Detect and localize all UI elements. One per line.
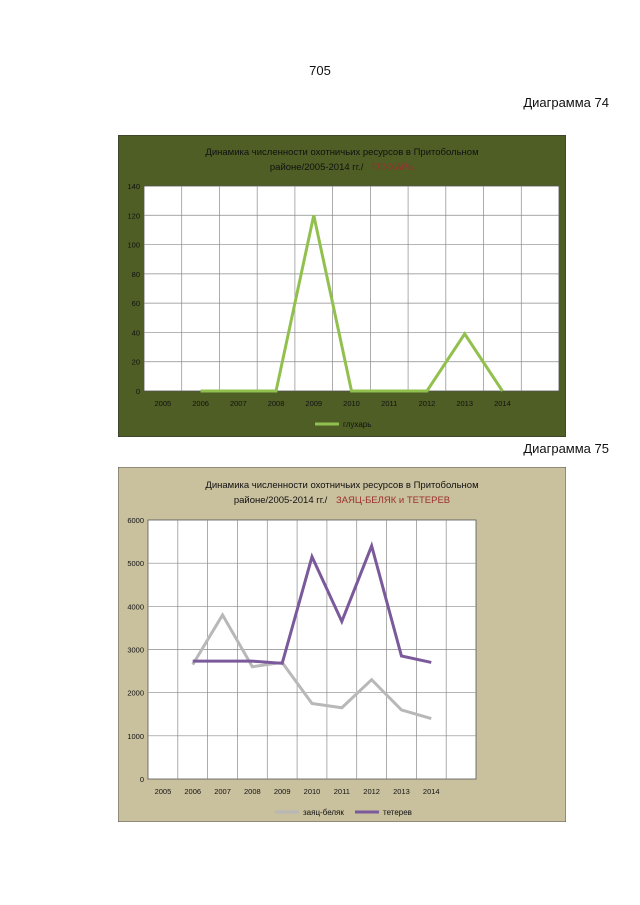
- y-tick-label: 6000: [127, 516, 144, 525]
- y-tick-label: 0: [136, 387, 140, 396]
- x-tick-label: 2014: [423, 787, 440, 796]
- y-tick-label: 4000: [127, 602, 144, 611]
- chart-grid: [148, 520, 476, 779]
- x-tick-label: 2009: [305, 399, 322, 408]
- x-tick-label: 2011: [381, 399, 397, 408]
- x-tick-label: 2012: [363, 787, 380, 796]
- x-tick-label: 2011: [334, 787, 350, 796]
- x-tick-label: 2008: [244, 787, 261, 796]
- grouse-chart: Динамика численности охотничьих ресурсов…: [118, 135, 566, 437]
- y-tick-label: 60: [132, 299, 140, 308]
- x-tick-label: 2013: [456, 399, 473, 408]
- page-number: 705: [309, 63, 331, 78]
- y-tick-label: 2000: [127, 689, 144, 698]
- legend-label-grouse: глухарь: [343, 420, 371, 429]
- chart-title-line2: районе/2005-2014 гг./ ГЛУХАРЬ: [270, 162, 414, 173]
- y-tick-labels: 0 20 40 60 80 100 120 140: [127, 182, 140, 396]
- x-tick-label: 2010: [304, 787, 321, 796]
- data-lines: [200, 214, 504, 393]
- x-tick-label: 2007: [214, 787, 231, 796]
- chart-grid: [144, 186, 559, 391]
- x-tick-label: 2013: [393, 787, 410, 796]
- x-tick-label: 2012: [419, 399, 436, 408]
- y-tick-label: 120: [127, 211, 140, 220]
- x-tick-label: 2007: [230, 399, 247, 408]
- chart-title-line2: районе/2005-2014 гг./ ЗАЯЦ-БЕЛЯК и ТЕТЕР…: [234, 495, 450, 506]
- y-tick-label: 20: [132, 358, 140, 367]
- x-tick-labels: 2005 2006 2007 2008 2009 2010 2011 2012 2013 2014: [155, 399, 511, 408]
- y-tick-label: 40: [132, 328, 140, 337]
- y-tick-label: 100: [127, 241, 140, 250]
- x-tick-label: 2009: [274, 787, 291, 796]
- legend-label-black-grouse: тетерев: [383, 808, 412, 817]
- x-tick-label: 2006: [192, 399, 209, 408]
- x-tick-label: 2005: [155, 787, 172, 796]
- diagram-74-label: Диаграмма 74: [523, 95, 609, 110]
- y-tick-label: 0: [140, 775, 144, 784]
- y-tick-label: 5000: [127, 559, 144, 568]
- hare-black-grouse-chart: Динамика численности охотничьих ресурсов…: [118, 467, 566, 822]
- chart-legend: глухарь: [315, 420, 371, 429]
- y-tick-label: 140: [127, 182, 140, 191]
- diagram-75-label: Диаграмма 75: [523, 441, 609, 456]
- x-tick-label: 2008: [268, 399, 285, 408]
- data-lines: [191, 541, 432, 721]
- chart-title-line1: Динамика численности охотничьих ресурсов…: [205, 147, 478, 158]
- y-tick-labels: 0 1000 2000 3000 4000 5000 6000: [127, 516, 144, 784]
- plot-area: [143, 185, 560, 392]
- x-tick-label: 2014: [494, 399, 511, 408]
- y-tick-label: 3000: [127, 646, 144, 655]
- x-tick-labels: 2005 2006 2007 2008 2009 2010 2011 2012 2013 2014: [155, 787, 440, 796]
- chart-legend: заяц-беляк тетерев: [275, 808, 412, 817]
- chart-title-line1: Динамика численности охотничьих ресурсов…: [205, 480, 478, 491]
- x-tick-label: 2005: [155, 399, 172, 408]
- x-tick-label: 2006: [184, 787, 201, 796]
- x-tick-label: 2010: [343, 399, 360, 408]
- y-tick-label: 1000: [127, 732, 144, 741]
- legend-label-hare: заяц-беляк: [303, 808, 344, 817]
- y-tick-label: 80: [132, 270, 140, 279]
